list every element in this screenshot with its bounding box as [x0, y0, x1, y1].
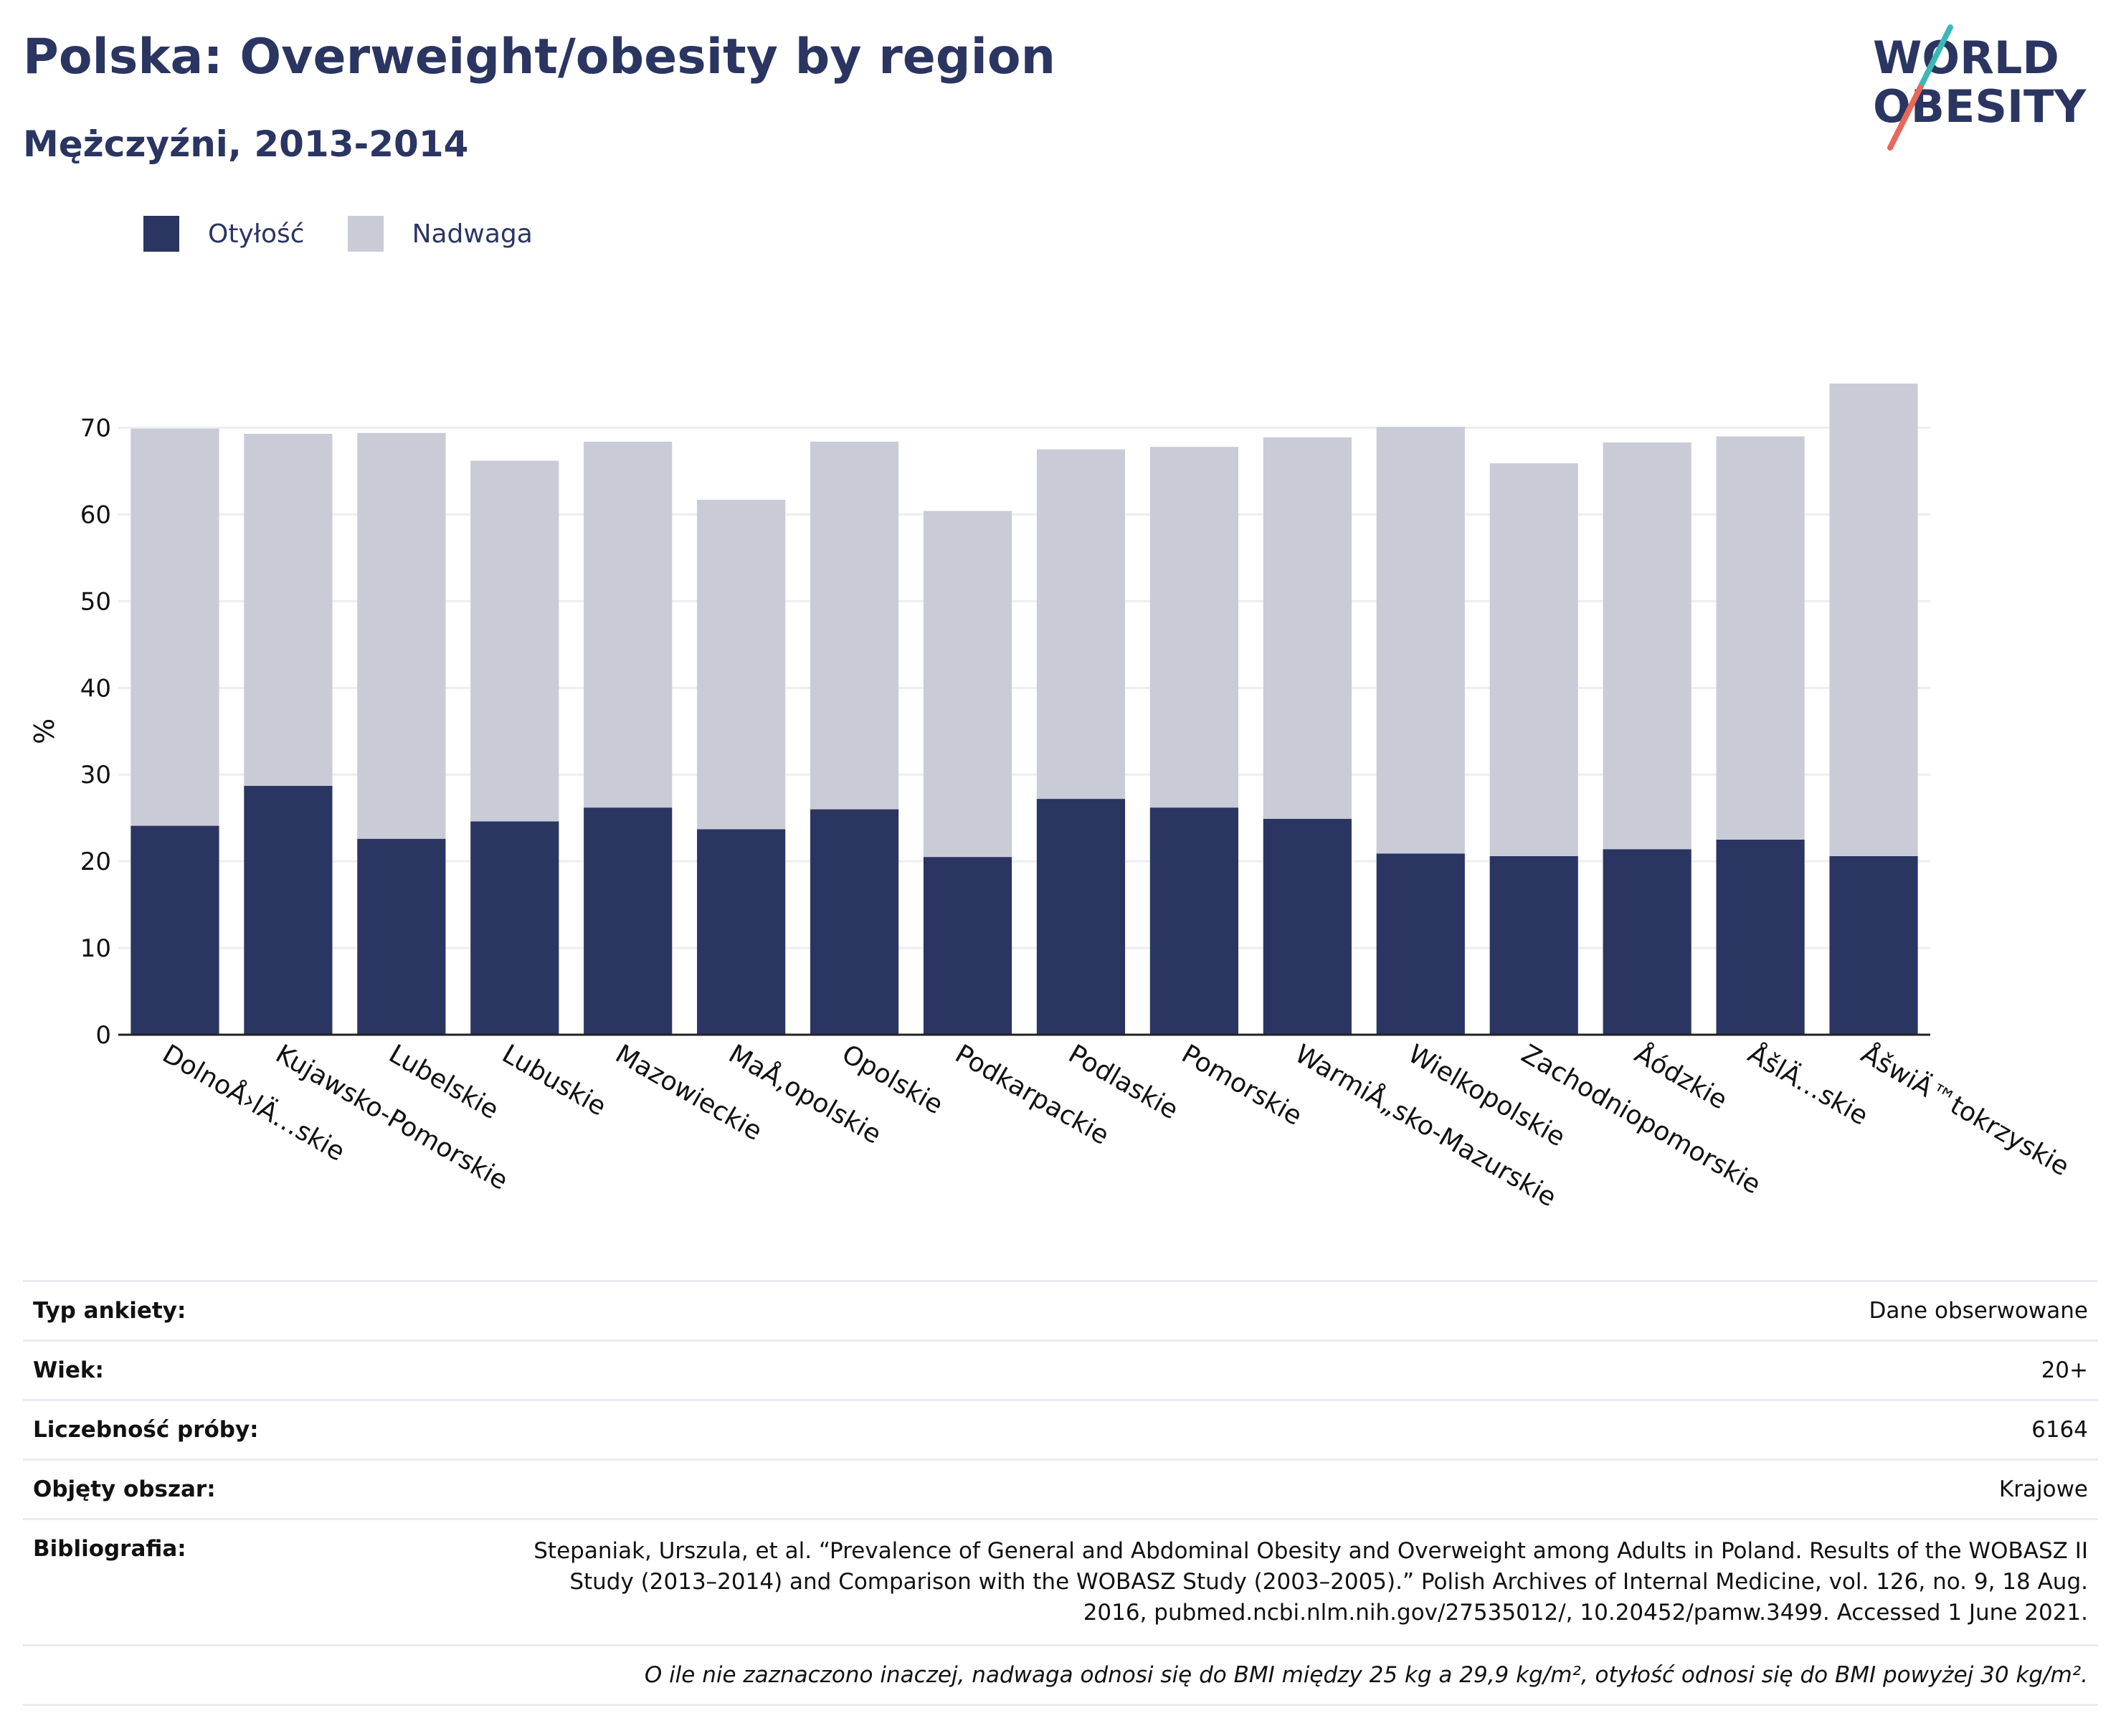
- meta-key: Bibliografia:: [33, 1536, 186, 1562]
- bar-nadwaga: [697, 500, 785, 830]
- y-tick-label: 60: [80, 501, 111, 529]
- bar-nadwaga: [1603, 442, 1691, 849]
- bar-nadwaga: [1490, 463, 1578, 856]
- legend-swatch-otylosc: [143, 216, 179, 252]
- bar-otylosc: [1829, 856, 1917, 1035]
- logo-line2: OBESITY: [1873, 80, 2087, 133]
- y-tick-label: 30: [80, 761, 111, 789]
- bar-nadwaga: [1263, 437, 1352, 819]
- y-tick-label: 70: [80, 414, 111, 443]
- y-tick-label: 50: [80, 587, 111, 616]
- chart-legend: Otyłość Nadwaga: [143, 212, 576, 255]
- bibliography-text: Stepaniak, Urszula, et al. “Prevalence o…: [511, 1536, 2088, 1628]
- y-tick-label: 20: [80, 848, 111, 876]
- bar-otylosc: [1603, 849, 1691, 1035]
- meta-row-survey-type: Typ ankiety: Dane obserwowane: [23, 1280, 2098, 1339]
- meta-key: Typ ankiety:: [33, 1298, 186, 1324]
- bar-otylosc: [584, 807, 672, 1035]
- meta-key: Objęty obszar:: [33, 1476, 216, 1502]
- bar-otylosc: [1716, 840, 1804, 1035]
- bar-nadwaga: [244, 434, 332, 786]
- bar-otylosc: [357, 839, 445, 1035]
- legend-item-nadwaga[interactable]: Nadwaga: [348, 216, 533, 252]
- bar-nadwaga: [1377, 427, 1465, 853]
- meta-row-sample-size: Liczebność próby: 6164: [23, 1399, 2098, 1458]
- bar-otylosc: [697, 829, 785, 1035]
- bar-nadwaga: [1037, 450, 1125, 799]
- bar-otylosc: [470, 822, 559, 1035]
- bar-nadwaga: [357, 433, 445, 839]
- x-tick-label: Lubuskie: [497, 1039, 611, 1121]
- meta-value: Dane obserwowane: [1869, 1298, 2088, 1324]
- y-tick-label: 10: [80, 934, 111, 963]
- bar-nadwaga: [1716, 437, 1804, 840]
- y-axis-label: %: [29, 718, 60, 744]
- logo-line1: WORLD: [1873, 32, 2059, 84]
- bar-otylosc: [1263, 819, 1352, 1035]
- bar-otylosc: [810, 810, 898, 1035]
- bar-otylosc: [1377, 853, 1465, 1035]
- x-tick-label: DolnoÅ›lÄ…skie: [157, 1038, 350, 1167]
- bar-nadwaga: [810, 442, 898, 810]
- bar-nadwaga: [131, 429, 219, 826]
- bar-nadwaga: [1829, 384, 1917, 856]
- meta-key: Wiek:: [33, 1357, 104, 1383]
- chart-title: Polska: Overweight/obesity by region: [23, 29, 1055, 85]
- bar-nadwaga: [924, 511, 1012, 857]
- stacked-bar-chart: 010203040506070%DolnoÅ›lÄ…skieKujawsko-P…: [0, 330, 2121, 1262]
- meta-row-bibliography: Bibliografia: Stepaniak, Urszula, et al.…: [23, 1518, 2098, 1644]
- x-tick-label: ÅšwiÄ™tokrzyskie: [1856, 1038, 2075, 1182]
- chart-subtitle: Mężczyźni, 2013-2014: [23, 123, 468, 165]
- x-tick-label: ÅšlÄ…skie: [1743, 1038, 1874, 1132]
- metadata-table: Typ ankiety: Dane obserwowane Wiek: 20+ …: [23, 1280, 2098, 1706]
- bar-otylosc: [924, 857, 1012, 1035]
- y-tick-label: 40: [80, 674, 111, 703]
- legend-label-otylosc: Otyłość: [208, 219, 305, 249]
- legend-swatch-nadwaga: [348, 216, 384, 252]
- y-tick-label: 0: [95, 1021, 111, 1050]
- bar-nadwaga: [470, 461, 559, 822]
- meta-value: 6164: [2031, 1417, 2088, 1443]
- meta-row-age: Wiek: 20+: [23, 1339, 2098, 1399]
- meta-value: Krajowe: [1999, 1476, 2088, 1502]
- legend-label-nadwaga: Nadwaga: [412, 219, 533, 249]
- bar-otylosc: [244, 786, 332, 1035]
- x-tick-label: Pomorskie: [1177, 1039, 1307, 1132]
- bar-otylosc: [1490, 856, 1578, 1035]
- meta-key: Liczebność próby:: [33, 1417, 259, 1443]
- bar-otylosc: [1150, 807, 1238, 1035]
- bar-otylosc: [1037, 799, 1125, 1035]
- bar-otylosc: [131, 826, 219, 1035]
- legend-item-otylosc[interactable]: Otyłość: [143, 216, 305, 252]
- bar-nadwaga: [584, 442, 672, 807]
- x-tick-label: Å ódzkie: [1630, 1038, 1733, 1116]
- world-obesity-logo: WORLD OBESITY: [1864, 22, 2108, 151]
- meta-value: 20+: [2041, 1357, 2088, 1383]
- meta-row-coverage: Objęty obszar: Krajowe: [23, 1458, 2098, 1518]
- bmi-footnote: O ile nie zaznaczono inaczej, nadwaga od…: [23, 1644, 2098, 1706]
- bar-nadwaga: [1150, 447, 1238, 807]
